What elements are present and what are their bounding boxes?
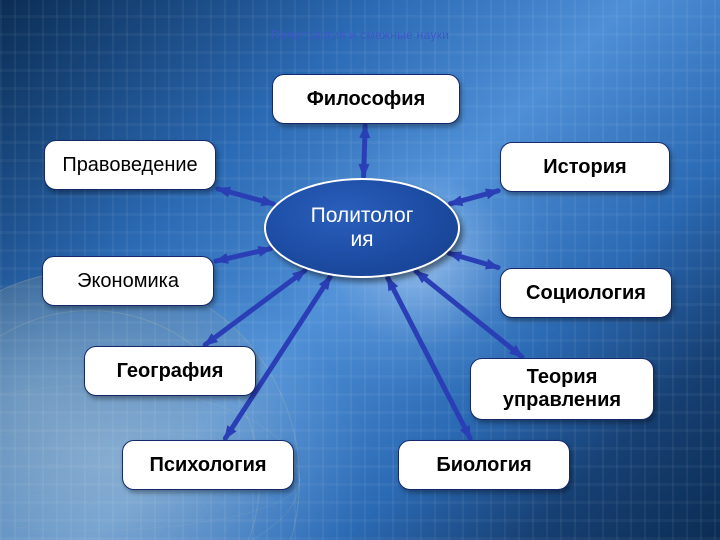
node-label: История bbox=[543, 156, 626, 179]
node-management: Теория управления bbox=[470, 358, 654, 420]
node-label: Психология bbox=[149, 454, 266, 477]
globe-decoration bbox=[0, 270, 300, 540]
node-economics: Экономика bbox=[42, 256, 214, 306]
center-label: Политолог ия bbox=[311, 204, 414, 252]
node-label: Социология bbox=[526, 282, 646, 305]
node-biology: Биология bbox=[398, 440, 570, 490]
node-philosophy: Философия bbox=[272, 74, 460, 124]
node-geography: География bbox=[84, 346, 256, 396]
node-label: География bbox=[117, 360, 224, 383]
node-history: История bbox=[500, 142, 670, 192]
node-label: Философия bbox=[307, 88, 426, 111]
node-label: Биология bbox=[436, 454, 531, 477]
node-psychology: Психология bbox=[122, 440, 294, 490]
center-node: Политолог ия bbox=[264, 178, 460, 278]
node-label: Экономика bbox=[77, 270, 179, 293]
diagram-title: Политология и смежные науки bbox=[0, 28, 720, 42]
node-law: Правоведение bbox=[44, 140, 216, 190]
node-label: Теория управления bbox=[503, 366, 621, 412]
node-label: Правоведение bbox=[62, 154, 197, 177]
node-sociology: Социология bbox=[500, 268, 672, 318]
